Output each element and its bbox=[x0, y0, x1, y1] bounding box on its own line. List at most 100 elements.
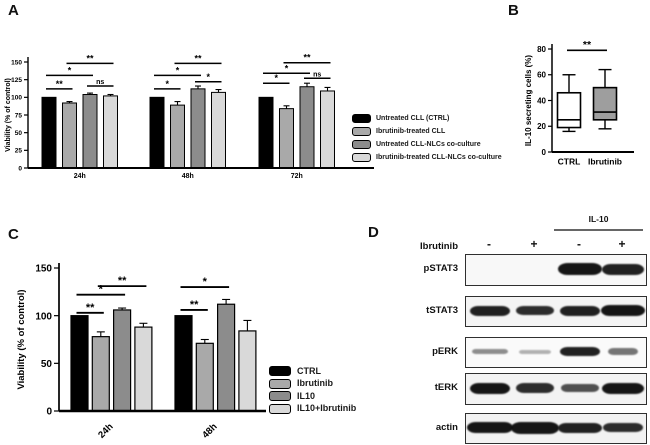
panel-a-label: A bbox=[8, 2, 19, 19]
panel-c-label: C bbox=[8, 226, 19, 243]
y-tick-label: 150 bbox=[35, 264, 52, 275]
y-tick-label: 80 bbox=[537, 45, 546, 54]
significance-label: ** bbox=[86, 53, 94, 63]
blot-row-label: tERK bbox=[434, 382, 458, 393]
bar bbox=[211, 91, 226, 169]
significance-label: ** bbox=[190, 299, 199, 311]
legend-swatch bbox=[269, 403, 291, 414]
legend-label: CTRL bbox=[297, 365, 321, 376]
lane-symbol: + bbox=[618, 237, 626, 251]
blot-treatment-label: Ibrutinib bbox=[420, 241, 458, 252]
legend-item: Untreated CLL-NLCs co-culture bbox=[352, 138, 502, 151]
western-blot-panel: IL-10 Ibrutinib - + - + pSTAT3 tSTAT3 pERK tERK ac… bbox=[360, 210, 650, 445]
bar bbox=[195, 342, 214, 412]
protein-band bbox=[467, 422, 513, 433]
significance-label: * bbox=[176, 65, 180, 75]
legend-label: Untreated CLL-NLCs co-culture bbox=[376, 141, 481, 148]
protein-band bbox=[608, 348, 638, 355]
y-tick-label: 0 bbox=[542, 148, 547, 157]
panel-b-chart: 0 20 40 60 80 IL-10 secreting cells (%) CTRL Ib… bbox=[524, 39, 634, 167]
lane-symbol: + bbox=[530, 237, 538, 251]
lane-symbol: - bbox=[577, 237, 581, 251]
box bbox=[592, 86, 618, 121]
protein-band bbox=[472, 349, 508, 354]
bar bbox=[217, 303, 236, 412]
y-tick-label: 100 bbox=[11, 95, 22, 102]
protein-band bbox=[602, 382, 644, 394]
bar bbox=[238, 330, 257, 412]
bar bbox=[174, 315, 193, 412]
bar bbox=[91, 336, 110, 412]
protein-band bbox=[470, 305, 510, 316]
blot-group-label: IL-10 bbox=[588, 214, 609, 224]
protein-band bbox=[602, 263, 644, 275]
x-category-label: 48h bbox=[200, 421, 219, 440]
significance-label: * bbox=[165, 79, 169, 89]
significance-label: ** bbox=[583, 39, 592, 51]
protein-band bbox=[558, 422, 602, 433]
panel-b-label: B bbox=[508, 2, 519, 19]
blot-group-underline bbox=[554, 229, 643, 231]
lane-symbol: - bbox=[487, 237, 491, 251]
panel-a-chart: 0 25 50 75 100 125 150 Viability (% of control)… bbox=[5, 53, 374, 180]
y-tick-label: 75 bbox=[15, 112, 23, 119]
panel-d-label: D bbox=[368, 224, 379, 241]
significance-label: ** bbox=[118, 275, 127, 287]
y-tick-label: 0 bbox=[46, 407, 52, 418]
protein-band bbox=[519, 349, 551, 354]
protein-band bbox=[511, 421, 559, 434]
bar bbox=[134, 326, 153, 412]
blot-row-label: actin bbox=[435, 421, 458, 433]
bar bbox=[170, 104, 185, 169]
bar bbox=[320, 90, 335, 169]
significance-label: * bbox=[203, 276, 208, 288]
bar bbox=[279, 108, 294, 169]
legend-label: Ibrutinib-treated CLL-NLCs co-culture bbox=[376, 154, 502, 161]
x-category-label: CTRL bbox=[558, 157, 581, 167]
legend-item: IL10 bbox=[269, 390, 356, 403]
bar bbox=[41, 96, 57, 169]
y-axis-title: Viability (% of control) bbox=[5, 78, 12, 152]
blot-row-label: tSTAT3 bbox=[426, 304, 458, 316]
y-tick-label: 50 bbox=[41, 359, 53, 370]
y-tick-label: 25 bbox=[15, 148, 23, 155]
y-tick-label: 50 bbox=[15, 130, 23, 137]
panel-c-legend: CTRL Ibrutinib IL10 IL10+Ibrutinib bbox=[269, 365, 356, 415]
significance-label: * bbox=[68, 65, 72, 75]
x-category-label: 24h bbox=[96, 421, 115, 440]
blot-strip bbox=[465, 254, 647, 286]
significance-label: ** bbox=[86, 302, 95, 314]
blot-strip bbox=[465, 337, 647, 368]
bar bbox=[112, 309, 132, 412]
protein-band bbox=[601, 305, 645, 316]
panel-a-legend: Untreated CLL (CTRL) Ibrutinib-treated CL… bbox=[352, 112, 502, 164]
protein-band bbox=[516, 306, 554, 315]
bar bbox=[190, 88, 206, 169]
y-tick-label: 20 bbox=[537, 122, 546, 131]
legend-swatch bbox=[269, 366, 291, 377]
legend-label: Ibrutinib-treated CLL bbox=[376, 128, 446, 135]
protein-band bbox=[603, 423, 643, 432]
y-axis-title: Viability (% of control) bbox=[16, 289, 27, 389]
legend-swatch bbox=[269, 378, 291, 389]
bar bbox=[258, 96, 274, 169]
y-tick-label: 150 bbox=[11, 59, 22, 66]
protein-band bbox=[560, 305, 600, 316]
blot-row-label: pSTAT3 bbox=[423, 263, 458, 274]
legend-item: Ibrutinib-treated CLL bbox=[352, 125, 502, 138]
legend-item: Ibrutinib-treated CLL-NLCs co-culture bbox=[352, 151, 502, 164]
y-tick-label: 40 bbox=[537, 96, 546, 105]
significance-label: ** bbox=[56, 79, 64, 89]
bar bbox=[70, 315, 89, 412]
legend-swatch bbox=[352, 127, 371, 136]
blot-strip bbox=[465, 413, 647, 444]
legend-label: Untreated CLL (CTRL) bbox=[376, 115, 450, 122]
significance-label: * bbox=[206, 72, 210, 82]
legend-label: IL10 bbox=[297, 390, 316, 401]
significance-label: * bbox=[274, 73, 278, 83]
significance-label: * bbox=[285, 63, 289, 73]
bar bbox=[103, 95, 118, 169]
y-tick-label: 125 bbox=[11, 77, 22, 84]
